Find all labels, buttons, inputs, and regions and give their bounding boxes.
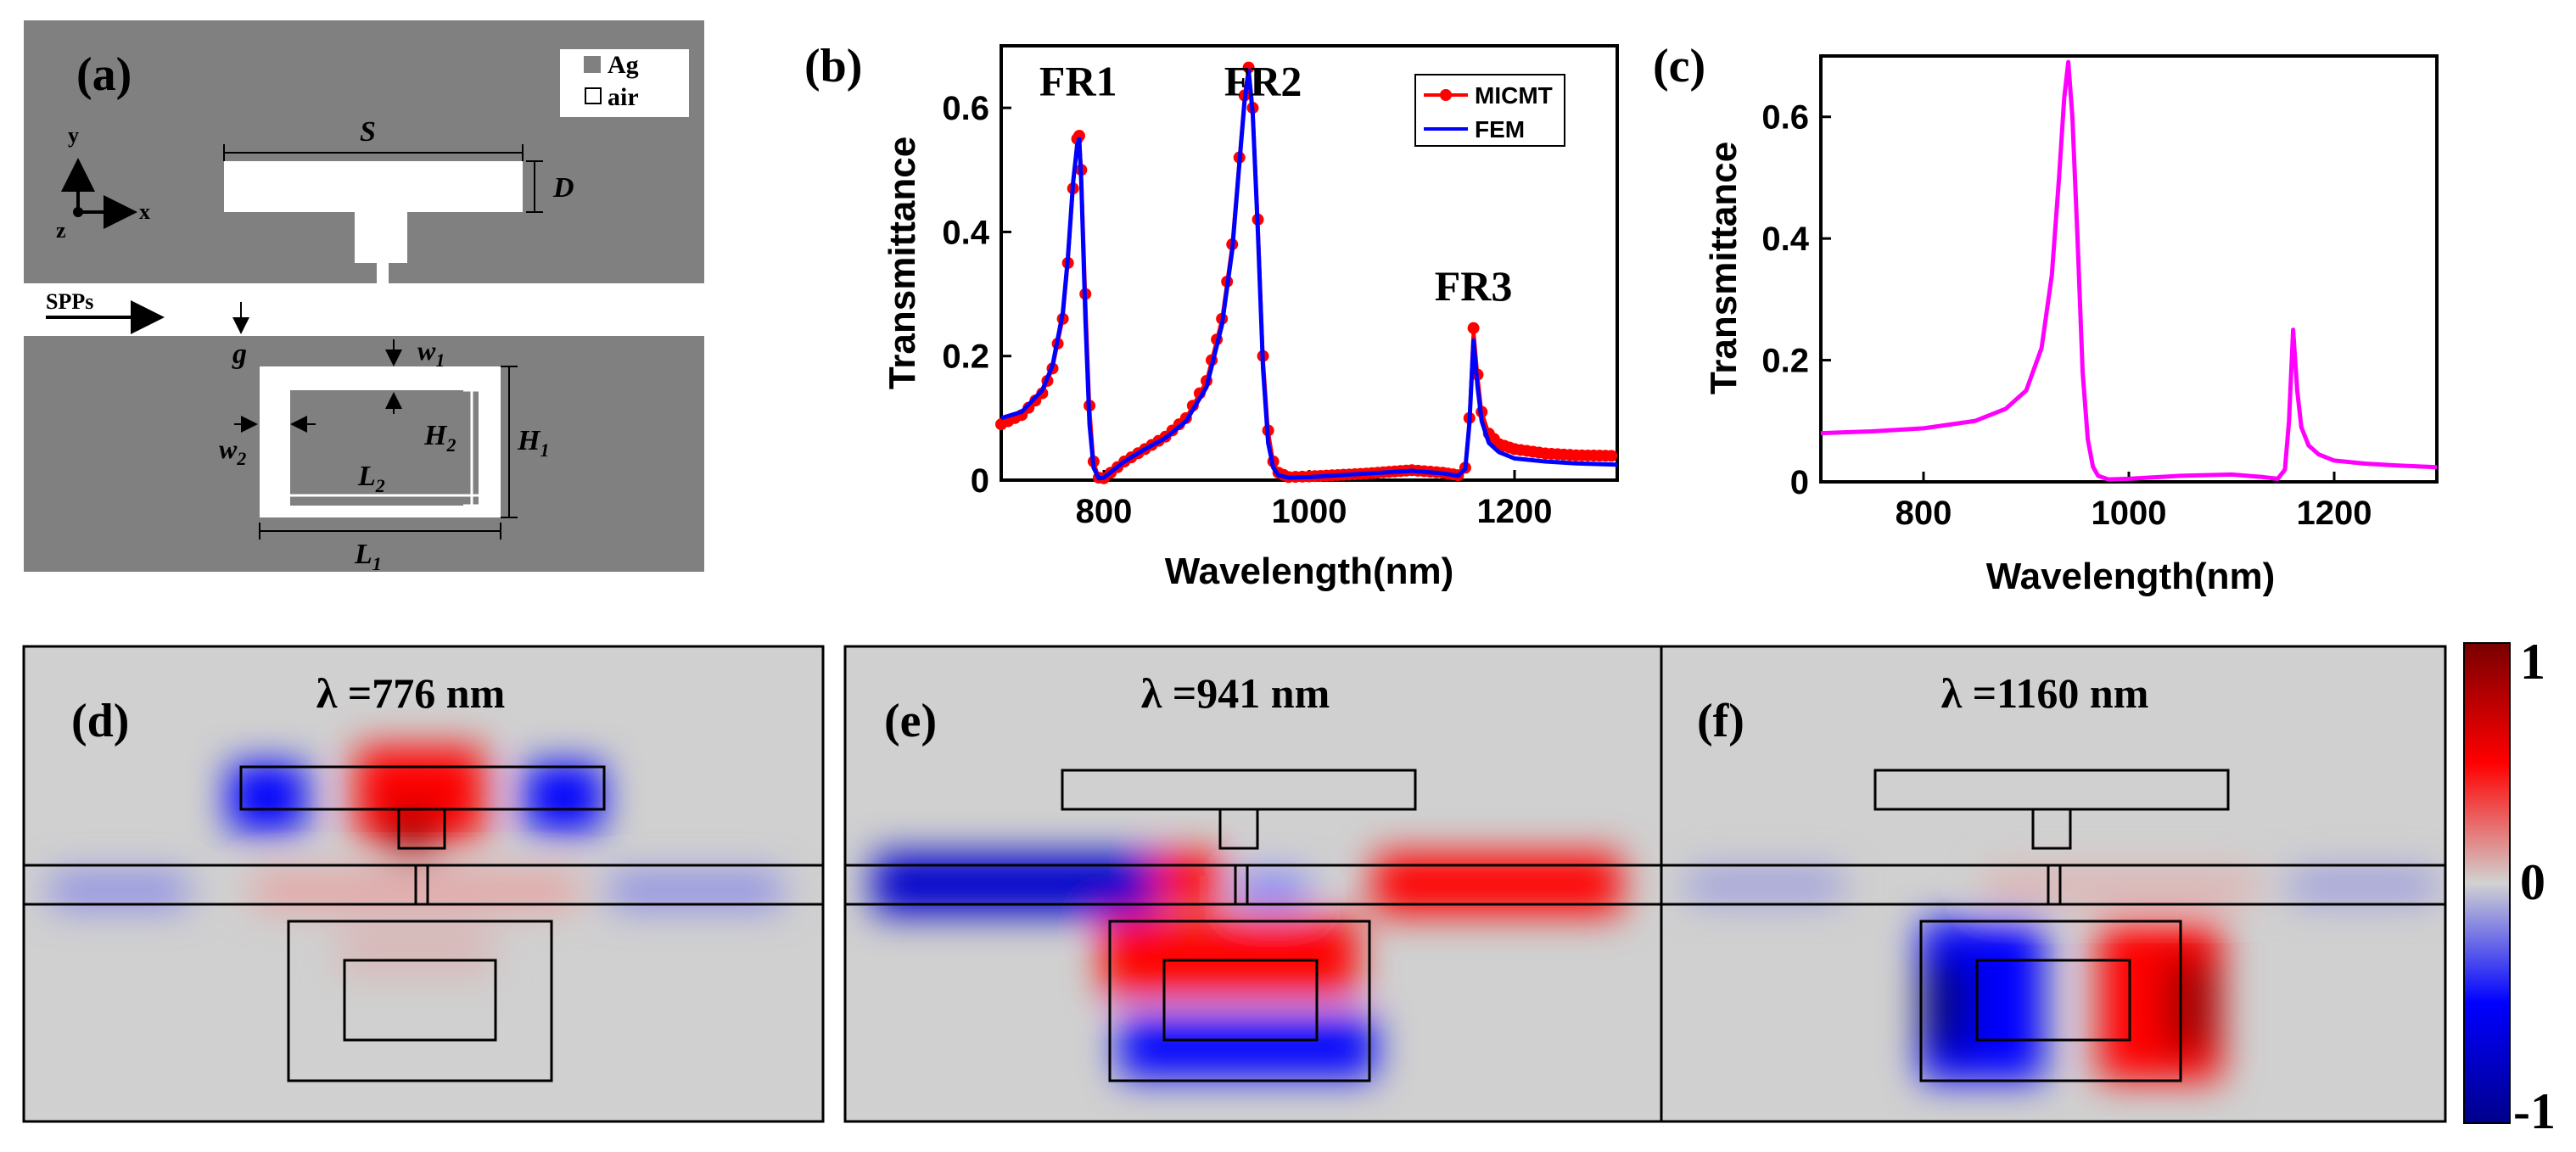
- legend-label-micmt: MICMT: [1475, 82, 1553, 109]
- x-tick-label-b: 800: [1076, 493, 1133, 530]
- y-tick-label-b: 0.6: [942, 90, 989, 127]
- panel-label-a: (a): [76, 48, 132, 101]
- plot-frame-c: [1819, 54, 2439, 484]
- dim-S: S: [360, 116, 376, 148]
- x-tick-label-b: 1200: [1477, 493, 1553, 530]
- panel-label-d: (d): [71, 695, 129, 747]
- annotation-fr2: FR2: [1224, 58, 1302, 105]
- svg-text:y: y: [68, 123, 79, 148]
- colorbar: 1 0 -1: [2463, 634, 2556, 1139]
- axes-glyph: y z x: [56, 123, 150, 243]
- y-tick-label-c: 0.6: [1761, 99, 1809, 137]
- data-point-MICMT: [1242, 61, 1255, 74]
- field-map-f: (f) λ =1160 nm: [1660, 645, 2447, 1123]
- panel-label-c: (c): [1653, 40, 1705, 92]
- annotation-fr1: FR1: [1039, 58, 1117, 105]
- wavelength-d: λ =776 nm: [316, 669, 506, 717]
- chart-b: (b) 800 1000 1200 0 0.2 0.4 0.6 FR1 FR2 FR3 Wave…: [804, 40, 1619, 592]
- annotation-fr3: FR3: [1435, 262, 1513, 310]
- series-line-transmittance: [1820, 59, 2438, 482]
- colorbar-gradient: [2463, 642, 2511, 1124]
- material-legend: [560, 49, 689, 117]
- legend-label-fem: FEM: [1475, 116, 1525, 143]
- field-map-e: (e) λ =941 nm: [843, 645, 1663, 1123]
- data-point-MICMT: [1605, 450, 1618, 462]
- ag-swatch: [584, 56, 601, 73]
- dim-H1: H1: [517, 425, 549, 461]
- dim-H2: H2: [423, 420, 456, 456]
- series-line-FEM: [1000, 68, 1618, 481]
- legend-b: MICMT FEM: [1414, 74, 1565, 147]
- dim-g: g: [232, 338, 247, 370]
- dim-L2: L2: [357, 461, 385, 496]
- legend-marker-micmt: [1440, 89, 1452, 101]
- dim-w2: w2: [219, 433, 246, 469]
- xlabel-b: Wavelength(nm): [1165, 551, 1454, 592]
- data-point-MICMT: [1072, 130, 1085, 143]
- x-tick-label-c: 800: [1896, 495, 1952, 532]
- bus-waveguide: [24, 283, 704, 336]
- panel-label-f: (f): [1697, 695, 1744, 747]
- field-map-d: (d) λ =776 nm: [22, 645, 825, 1123]
- x-tick-label-b: 1000: [1272, 493, 1347, 530]
- ag-label: Ag: [608, 51, 639, 79]
- air-swatch: [585, 87, 602, 104]
- y-tick-label-b: 0.4: [942, 214, 989, 251]
- y-tick-label-b: 0.2: [942, 338, 989, 376]
- t-resonator-bar: [224, 161, 523, 212]
- spps-label: SPPs: [46, 289, 93, 314]
- y-tick-label-c: 0: [1790, 464, 1809, 501]
- colorbar-max: 1: [2520, 634, 2545, 690]
- panel-a: (a) Ag air y z x SPPs S D g: [24, 20, 704, 574]
- colorbar-mid: 0: [2520, 854, 2545, 910]
- dim-L1: L1: [354, 539, 382, 574]
- svg-text:z: z: [56, 218, 66, 243]
- wavelength-e: λ =941 nm: [1141, 669, 1330, 717]
- panel-label-b: (b): [804, 40, 862, 92]
- ylabel-b: Transmittance: [882, 137, 923, 389]
- coupling-slit-top: [377, 263, 389, 283]
- chart-c: (c) 800 1000 1200 0 0.2 0.4 0.6 Wavelength(nm)…: [1653, 40, 2439, 597]
- y-tick-label-c: 0.2: [1761, 343, 1809, 380]
- x-tick-label-c: 1000: [2092, 495, 2167, 532]
- panel-label-e: (e): [884, 695, 937, 747]
- wavelength-f: λ =1160 nm: [1941, 669, 2149, 717]
- data-point-MICMT: [1467, 322, 1480, 334]
- svg-text:x: x: [139, 199, 150, 224]
- dim-w1: w1: [417, 335, 445, 371]
- colorbar-min: -1: [2513, 1083, 2556, 1139]
- y-tick-label-c: 0.4: [1761, 221, 1809, 258]
- air-label: air: [608, 83, 639, 111]
- xlabel-c: Wavelength(nm): [1986, 556, 2276, 597]
- ring-resonator-inner: [290, 390, 479, 506]
- dim-D: D: [552, 172, 574, 204]
- t-resonator-stem: [355, 212, 407, 263]
- x-tick-label-c: 1200: [2297, 495, 2372, 532]
- y-tick-label-b: 0: [971, 462, 989, 500]
- ylabel-c: Transmittance: [1703, 142, 1744, 394]
